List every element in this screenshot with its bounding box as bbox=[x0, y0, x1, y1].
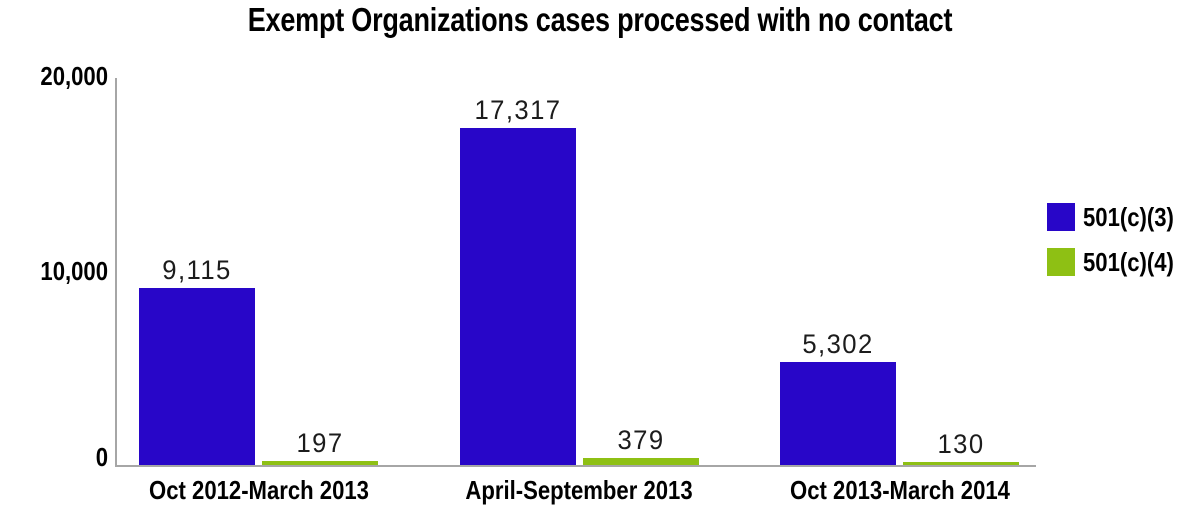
value-label-501(c)(3)-2: 5,302 bbox=[802, 329, 874, 359]
bar-501(c)(3)-2 bbox=[780, 362, 896, 465]
bar-501(c)(4)-2 bbox=[903, 462, 1019, 465]
y-tick-label-20000: 20,000 bbox=[40, 61, 108, 91]
x-category-label-1: April-September 2013 bbox=[465, 475, 693, 505]
y-tick-label-0: 0 bbox=[95, 442, 108, 472]
legend-swatch-501(c)(3) bbox=[1047, 203, 1075, 231]
value-label-501(c)(4)-0: 197 bbox=[296, 428, 344, 458]
chart-title: Exempt Organizations cases processed wit… bbox=[247, 1, 953, 38]
bar-501(c)(4)-0 bbox=[262, 461, 378, 465]
legend-swatch-501(c)(4) bbox=[1047, 248, 1075, 276]
x-category-label-0: Oct 2012-March 2013 bbox=[149, 475, 369, 505]
value-label-501(c)(4)-2: 130 bbox=[937, 429, 985, 459]
x-axis-line bbox=[115, 465, 1036, 467]
value-label-501(c)(3)-1: 17,317 bbox=[474, 95, 562, 125]
x-category-label-2: Oct 2013-March 2014 bbox=[790, 475, 1010, 505]
legend-label-501(c)(4): 501(c)(4) bbox=[1083, 247, 1174, 277]
bar-501(c)(4)-1 bbox=[583, 458, 699, 465]
bar-501(c)(3)-0 bbox=[139, 288, 255, 465]
value-label-501(c)(3)-0: 9,115 bbox=[162, 255, 232, 285]
y-tick-label-10000: 10,000 bbox=[40, 256, 108, 286]
y-axis-line bbox=[115, 78, 117, 467]
legend-label-501(c)(3): 501(c)(3) bbox=[1083, 202, 1174, 232]
value-label-501(c)(4)-1: 379 bbox=[617, 425, 665, 455]
bar-501(c)(3)-1 bbox=[460, 128, 576, 465]
